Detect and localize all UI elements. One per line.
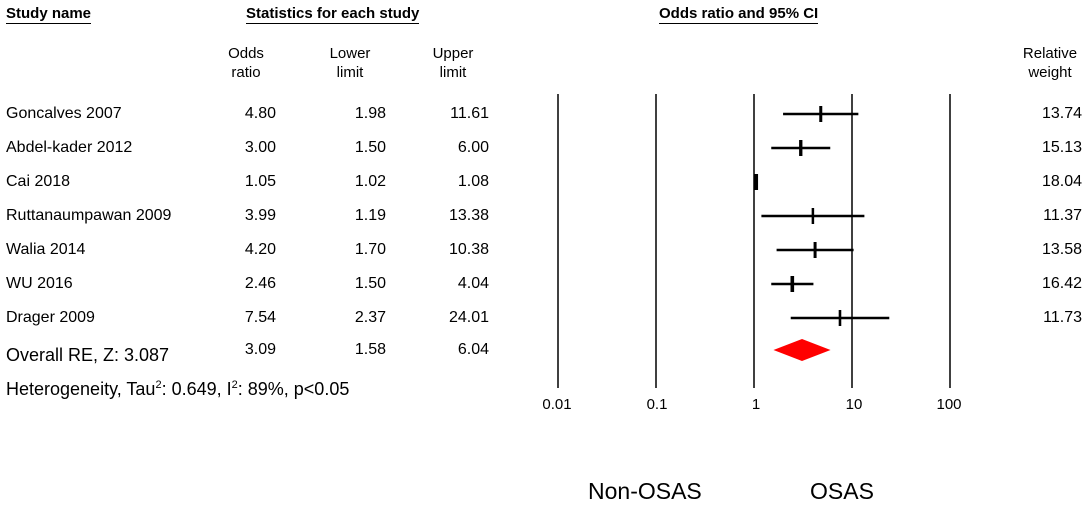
study-row-upper: 11.61: [450, 105, 489, 122]
x-tick-label: 1: [751, 396, 761, 413]
study-row-lower: 1.50: [354, 139, 386, 156]
study-row-or: 3.00: [244, 139, 276, 156]
study-row-lower: 1.70: [354, 241, 386, 258]
study-row-name: Goncalves 2007: [6, 105, 122, 122]
study-row-name: WU 2016: [6, 275, 73, 292]
overall-or: 3.09: [244, 341, 276, 358]
non-osas-label: Non-OSAS: [588, 478, 702, 504]
study-row-lower: 2.37: [354, 309, 386, 326]
lower-limit-column-header: Lower limit: [329, 45, 371, 81]
point-estimate-marker: [813, 242, 817, 258]
x-tick-label: 100: [936, 396, 962, 413]
study-row-weight: 16.42: [1041, 275, 1082, 292]
study-row-name: Ruttanaumpawan 2009: [6, 207, 172, 224]
study-row-upper: 1.08: [457, 173, 489, 190]
study-name-header: Study name: [6, 5, 92, 24]
study-row-lower: 1.19: [354, 207, 386, 224]
summary-diamond: [773, 339, 831, 361]
study-row-lower: 1.98: [354, 105, 386, 122]
overall-label: Overall RE, Z: 3.087: [6, 345, 170, 365]
odds-ratio-ci-header: Odds ratio and 95% CI: [659, 5, 819, 24]
study-row-weight: 18.04: [1041, 173, 1082, 190]
point-estimate-marker: [811, 208, 815, 224]
study-row-name: Abdel-kader 2012: [6, 139, 133, 156]
x-tick-label: 10: [845, 396, 863, 413]
point-estimate-marker: [819, 106, 823, 122]
point-estimate-marker: [838, 310, 842, 326]
statistics-header: Statistics for each study: [246, 5, 420, 24]
study-row-name: Walia 2014: [6, 241, 86, 258]
study-row-upper: 4.04: [457, 275, 489, 292]
x-tick-label: 0.1: [646, 396, 668, 413]
study-row-lower: 1.50: [354, 275, 386, 292]
osas-label: OSAS: [810, 478, 874, 504]
study-row-weight: 11.73: [1043, 309, 1082, 326]
study-row-or: 2.46: [244, 275, 276, 292]
study-row-or: 4.80: [244, 105, 276, 122]
study-row-upper: 10.38: [448, 241, 489, 258]
overall-lower: 1.58: [354, 341, 386, 358]
study-row-or: 7.54: [244, 309, 276, 326]
study-row-weight: 15.13: [1041, 139, 1082, 156]
study-row-weight: 13.74: [1041, 105, 1082, 122]
point-estimate-marker: [799, 140, 803, 156]
study-row-name: Drager 2009: [6, 309, 95, 326]
study-row-upper: 24.01: [448, 309, 489, 326]
study-row-weight: 13.58: [1041, 241, 1082, 258]
study-row-lower: 1.02: [354, 173, 386, 190]
point-estimate-marker: [754, 174, 759, 190]
heterogeneity-line: Heterogeneity, Tau2: 0.649, I2: 89%, p<0…: [6, 379, 350, 399]
study-row-name: Cai 2018: [6, 173, 71, 190]
upper-limit-column-header: Upper limit: [432, 45, 474, 81]
relative-weight-column-header: Relative weight: [1022, 45, 1078, 81]
x-tick-label: 0.01: [542, 396, 572, 413]
study-row-upper: 6.00: [457, 139, 489, 156]
study-row-upper: 13.38: [448, 207, 489, 224]
overall-upper: 6.04: [457, 341, 489, 358]
point-estimate-marker: [790, 276, 795, 292]
or-column-header: Odds ratio: [228, 45, 264, 81]
study-row-or: 1.05: [244, 173, 276, 190]
study-row-weight: 11.37: [1043, 207, 1082, 224]
study-row-or: 4.20: [244, 241, 276, 258]
study-row-or: 3.99: [244, 207, 276, 224]
